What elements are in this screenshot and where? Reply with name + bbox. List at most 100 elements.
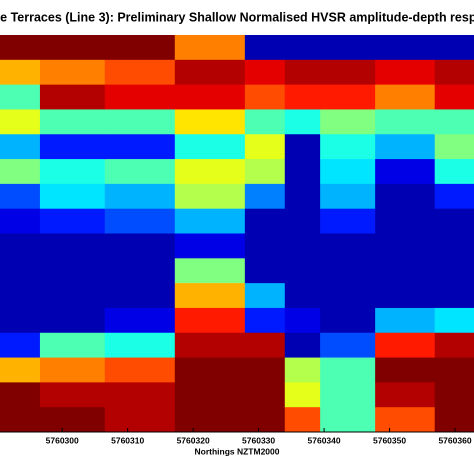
heat-cell: [284, 233, 321, 259]
heat-cell: [284, 183, 321, 210]
heat-cell: [0, 407, 41, 433]
heat-cell: [320, 183, 376, 210]
heat-cell: [284, 332, 321, 359]
heat-cell: [39, 159, 106, 185]
heat-cell: [375, 233, 436, 259]
heat-cell: [0, 59, 41, 86]
heat-cell: [0, 283, 41, 309]
heat-cell: [375, 283, 436, 309]
heat-cell: [244, 84, 286, 110]
heat-cell: [174, 283, 246, 309]
heat-cell: [174, 307, 246, 334]
heat-cell: [244, 159, 286, 185]
heat-cell: [320, 109, 376, 135]
heat-cell: [104, 283, 176, 309]
heat-cell: [244, 233, 286, 259]
heat-cell: [320, 382, 376, 408]
heat-cell: [104, 407, 176, 433]
heat-cell: [320, 307, 376, 334]
heat-cell: [174, 134, 246, 160]
heat-cell: [174, 407, 246, 433]
heat-cell: [434, 109, 474, 135]
heat-cell: [434, 283, 474, 309]
heat-cell: [104, 233, 176, 259]
heat-cell: [104, 382, 176, 408]
heat-cell: [0, 208, 41, 234]
heat-cell: [244, 407, 286, 433]
heat-cell: [284, 208, 321, 234]
heat-cell: [104, 59, 176, 86]
heat-cell: [284, 258, 321, 284]
heat-cell: [104, 208, 176, 234]
heat-cell: [104, 258, 176, 284]
heat-cell: [434, 357, 474, 383]
heat-cell: [434, 59, 474, 86]
heat-cell: [320, 357, 376, 383]
heat-cell: [39, 382, 106, 408]
heat-cell: [104, 183, 176, 210]
heat-cell: [0, 35, 41, 61]
heat-cell: [244, 208, 286, 234]
x-tick-label: 5760340: [308, 435, 341, 445]
heat-cell: [104, 109, 176, 135]
heat-cell: [434, 382, 474, 408]
heat-cell: [0, 332, 41, 359]
heat-cell: [375, 407, 436, 433]
heat-cell: [375, 208, 436, 234]
heat-cell: [244, 134, 286, 160]
heat-cell: [320, 35, 376, 61]
heat-cell: [0, 159, 41, 185]
heat-cell: [320, 159, 376, 185]
heat-cell: [244, 332, 286, 359]
heatmap: [0, 35, 474, 433]
heat-cell: [174, 208, 246, 234]
heat-cell: [39, 407, 106, 433]
heat-cell: [244, 382, 286, 408]
heat-cell: [0, 382, 41, 408]
heat-cell: [284, 382, 321, 408]
heat-cell: [39, 233, 106, 259]
heat-cell: [39, 208, 106, 234]
heat-cell: [0, 134, 41, 160]
heat-cell: [284, 109, 321, 135]
heat-cell: [0, 307, 41, 334]
heat-cell: [284, 357, 321, 383]
heat-cell: [174, 159, 246, 185]
heat-cell: [39, 258, 106, 284]
heat-cell: [39, 357, 106, 383]
heat-cell: [39, 183, 106, 210]
heat-cell: [244, 183, 286, 210]
chart-title: te Terraces (Line 3): Preliminary Shallo…: [0, 10, 474, 24]
heat-cell: [39, 134, 106, 160]
x-tick-label: 5760300: [46, 435, 79, 445]
x-tick-label: 5760350: [373, 435, 406, 445]
heat-cell: [320, 233, 376, 259]
heat-cell: [39, 283, 106, 309]
heat-cell: [39, 307, 106, 334]
heat-cell: [375, 258, 436, 284]
heat-cell: [0, 258, 41, 284]
heat-cell: [39, 84, 106, 110]
heat-cell: [375, 109, 436, 135]
heat-cell: [284, 134, 321, 160]
heat-cell: [434, 134, 474, 160]
heat-cell: [284, 59, 321, 86]
heat-cell: [39, 332, 106, 359]
x-tick-label: 5760330: [242, 435, 275, 445]
heat-cell: [244, 59, 286, 86]
heat-cell: [244, 357, 286, 383]
heat-cell: [284, 35, 321, 61]
heat-cell: [104, 134, 176, 160]
heat-cell: [174, 84, 246, 110]
heat-cell: [434, 332, 474, 359]
heat-cell: [320, 258, 376, 284]
heat-cell: [284, 407, 321, 433]
heat-cell: [375, 382, 436, 408]
heat-cell: [39, 35, 106, 61]
heat-cell: [434, 407, 474, 433]
heat-cell: [320, 332, 376, 359]
x-axis-label: Northings NZTM2000: [194, 446, 279, 456]
heat-cell: [174, 258, 246, 284]
heat-cell: [104, 307, 176, 334]
